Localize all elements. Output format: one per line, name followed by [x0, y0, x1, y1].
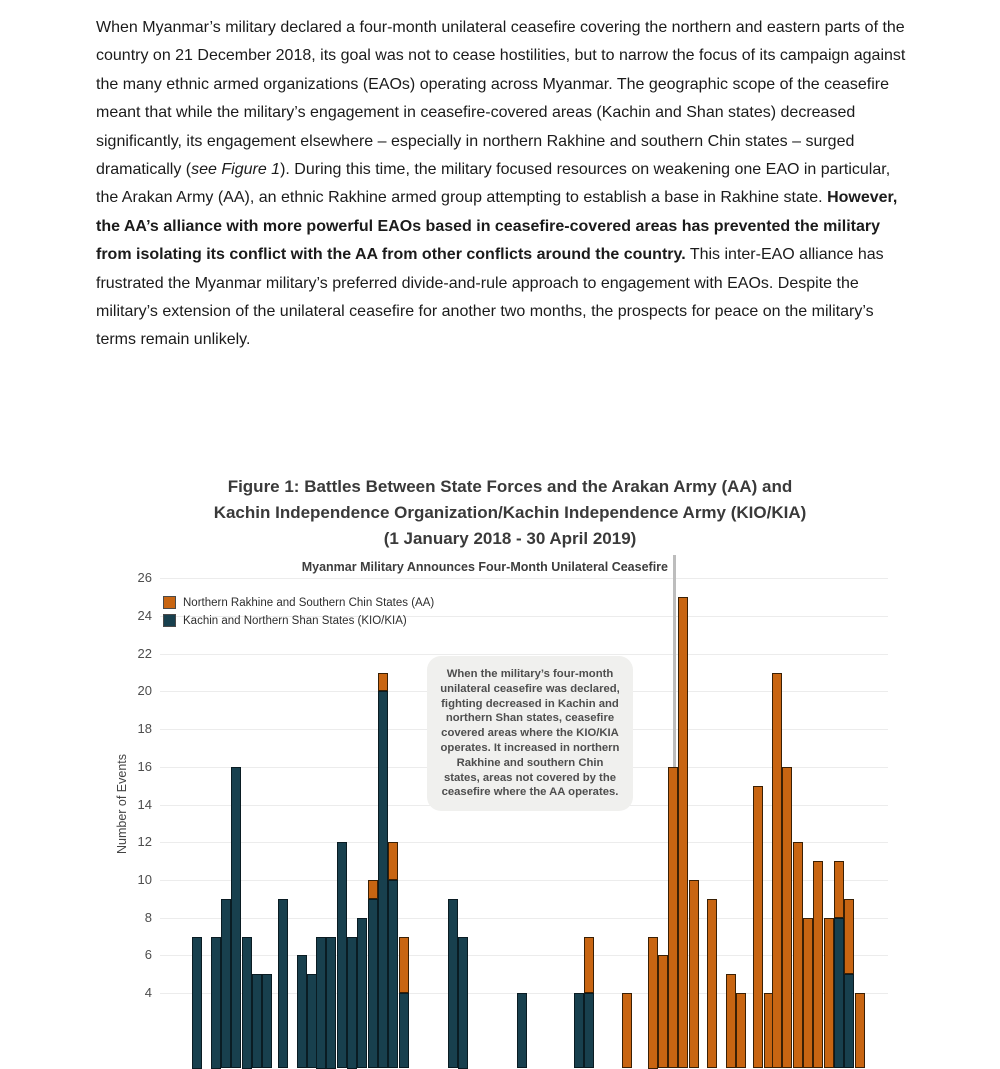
bar-segment-aa — [689, 879, 699, 1069]
bar-segment-kio-kia — [337, 842, 347, 1069]
y-tick-label: 12 — [137, 834, 152, 850]
bar-segment-kio-kia — [584, 993, 594, 1069]
paragraph-run: This inter-EAO alliance has frustrated t… — [96, 246, 884, 349]
y-tick-label: 4 — [144, 985, 152, 1000]
paragraph-run: ). During this time, the military focuse… — [96, 161, 891, 207]
bar-segment-aa — [855, 993, 865, 1069]
bar-segment-aa — [753, 785, 763, 1069]
bar-segment-kio-kia — [368, 898, 378, 1069]
y-tick-label: 6 — [144, 947, 152, 963]
legend-label: Northern Rakhine and Southern Chin State… — [183, 596, 435, 609]
bar-segment-aa — [772, 672, 782, 1069]
bar-segment-kio-kia — [458, 936, 468, 1069]
bar-segment-aa — [648, 936, 658, 1069]
legend-label: Kachin and Northern Shan States (KIO/KIA… — [183, 614, 407, 627]
chart-legend: Northern Rakhine and Southern Chin State… — [163, 596, 434, 632]
bar-segment-aa — [782, 766, 792, 1069]
figure-title-line: (1 January 2018 - 30 April 2019) — [383, 529, 637, 548]
y-tick-label: 24 — [137, 608, 152, 623]
bar-segment-kio-kia — [297, 955, 307, 1069]
y-tick-label: 14 — [137, 796, 152, 812]
ceasefire-event-label: Myanmar Military Announces Four-Month Un… — [301, 560, 668, 574]
bar-segment-kio-kia — [231, 766, 241, 1069]
bar-segment-kio-kia — [242, 936, 252, 1069]
bar-segment-aa — [736, 993, 746, 1069]
plot-area: Myanmar Military Announces Four-Month Un… — [115, 555, 888, 1069]
legend-swatch — [163, 596, 176, 609]
bar-segment-aa — [707, 898, 717, 1069]
legend-item: Northern Rakhine and Southern Chin State… — [163, 596, 434, 609]
bar-segment-kio-kia — [278, 898, 288, 1069]
bar-segment-kio-kia — [252, 974, 262, 1069]
bar-segment-aa — [668, 766, 678, 1069]
y-tick-label: 22 — [137, 645, 152, 661]
gridline — [160, 917, 888, 919]
bar-segment-aa — [622, 993, 632, 1069]
gridline — [160, 842, 888, 844]
bar-segment-kio-kia — [388, 879, 398, 1069]
paragraph-run: When Myanmar’s military declared a four-… — [96, 19, 906, 179]
bar-segment-aa — [584, 936, 594, 994]
article-paragraph: When Myanmar’s military declared a four-… — [96, 14, 910, 355]
paragraph-run: see Figure 1 — [191, 161, 281, 179]
bar-segment-aa — [726, 974, 736, 1069]
bar-segment-aa — [678, 597, 688, 1069]
gridline — [160, 578, 888, 580]
figure-title-line: Figure 1: Battles Between State Forces a… — [227, 477, 793, 496]
bar-segment-kio-kia — [326, 936, 336, 1069]
gridline — [160, 653, 888, 655]
bar-segment-aa — [368, 879, 378, 899]
y-tick-label: 10 — [137, 871, 152, 887]
y-tick-label: 20 — [137, 683, 152, 699]
bar-segment-aa — [813, 861, 823, 1069]
legend-swatch — [163, 614, 176, 627]
y-tick-label: 18 — [137, 721, 152, 737]
gridline — [160, 616, 888, 617]
bar-segment-kio-kia — [517, 993, 527, 1069]
bar-segment-kio-kia — [192, 936, 202, 1069]
bar-segment-aa — [793, 842, 803, 1069]
annotation-callout: When the military’s four-month unilatera… — [427, 656, 633, 812]
paragraph-run: However, the AA’s alliance with more pow… — [96, 189, 898, 264]
bar-segment-kio-kia — [448, 898, 458, 1069]
legend-item: Kachin and Northern Shan States (KIO/KIA… — [163, 614, 434, 627]
bar-segment-kio-kia — [221, 898, 231, 1069]
bar-segment-kio-kia — [399, 993, 409, 1069]
page: { "article": { "paragraph_runs": [ {"sty… — [96, 14, 920, 1069]
bar-segment-aa — [824, 917, 834, 1069]
bar-segment-aa — [658, 955, 668, 1069]
bar-segment-aa — [834, 861, 844, 918]
y-tick-label: 8 — [144, 909, 152, 925]
bar-segment-aa — [378, 672, 388, 692]
figure-title-line: Kachin Independence Organization/Kachin … — [213, 503, 807, 522]
bar-segment-kio-kia — [357, 917, 367, 1069]
bar-segment-kio-kia — [834, 917, 844, 1069]
gridline — [160, 879, 888, 881]
bar-segment-kio-kia — [378, 691, 388, 1069]
bar-segment-kio-kia — [211, 936, 221, 1069]
bar-segment-kio-kia — [347, 936, 357, 1069]
bar-segment-kio-kia — [844, 974, 854, 1069]
bar-segment-aa — [399, 936, 409, 994]
bar-segment-aa — [388, 842, 398, 880]
y-tick-label: 16 — [137, 758, 152, 774]
bar-segment-kio-kia — [316, 936, 326, 1069]
gridline — [160, 955, 888, 957]
y-tick-label: 26 — [137, 570, 152, 586]
bar-segment-kio-kia — [262, 974, 272, 1069]
bar-segment-kio-kia — [574, 993, 584, 1069]
bar-segment-aa — [844, 898, 854, 975]
figure-title: Figure 1: Battles Between State Forces a… — [100, 474, 920, 552]
bar-segment-aa — [803, 917, 813, 1069]
